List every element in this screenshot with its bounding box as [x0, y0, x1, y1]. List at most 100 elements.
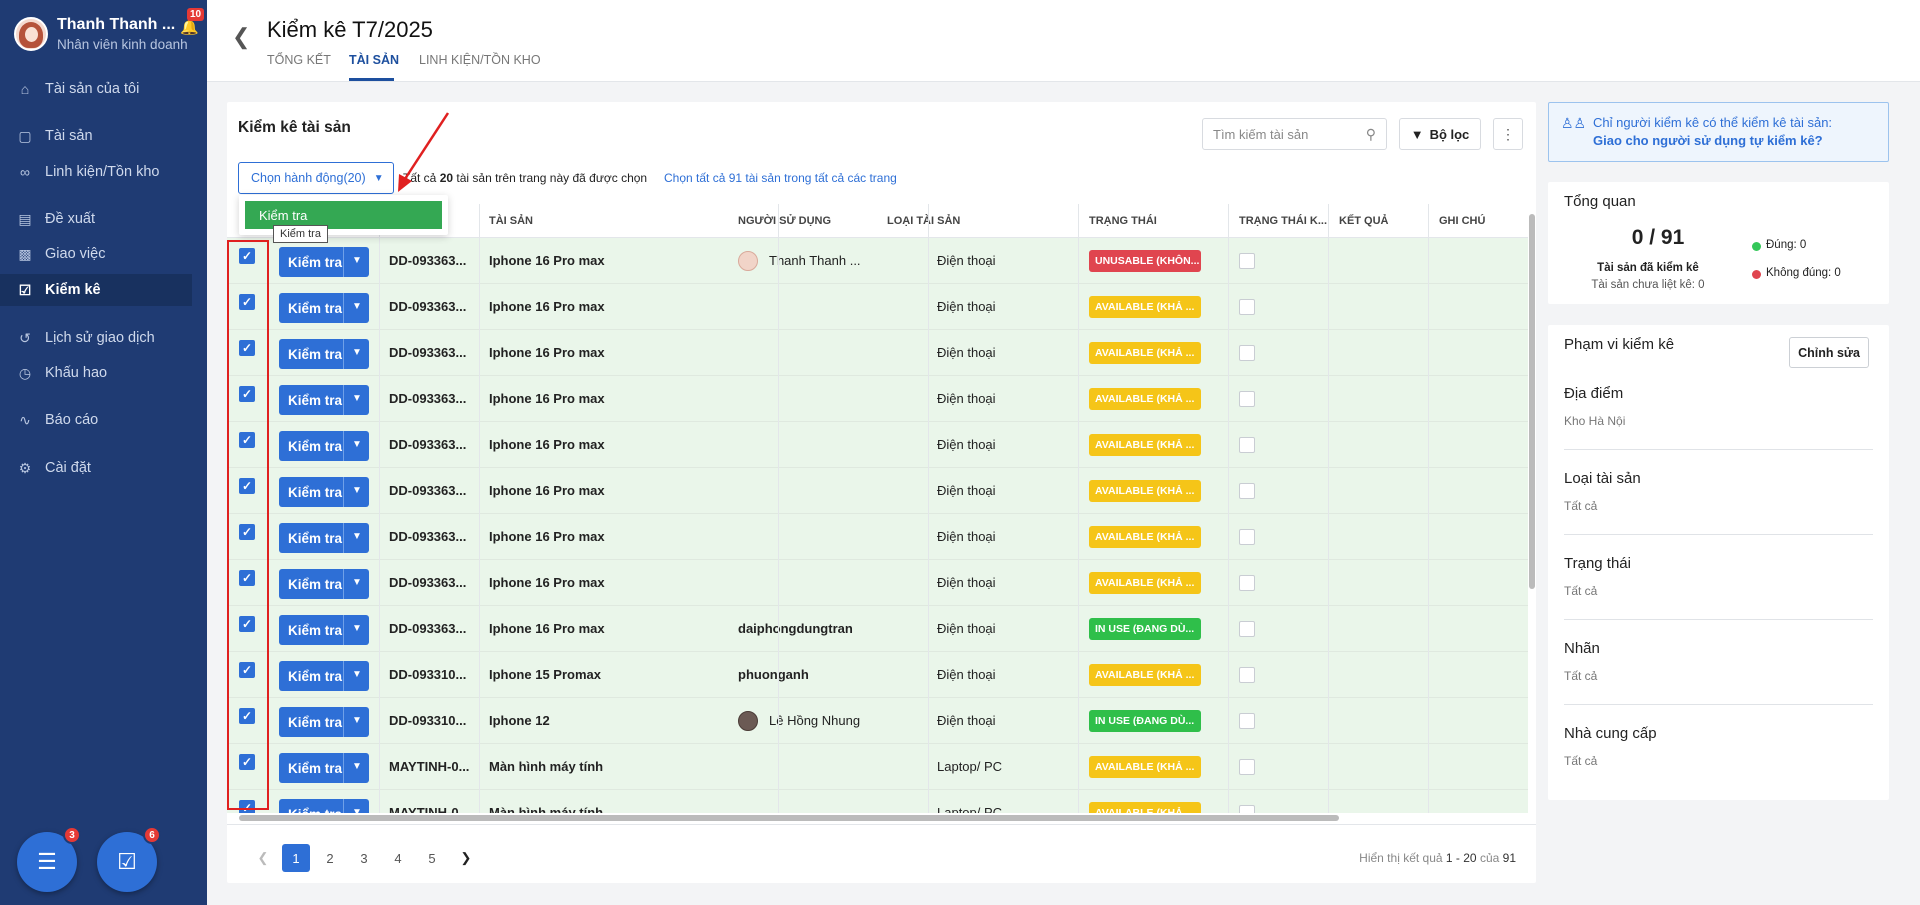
table-row[interactable]: ✓ Kiểm tra ▼ MAYTINH-0... Màn hình máy tính L… [227, 744, 1528, 790]
sidebar-item-components[interactable]: ∞ Linh kiện/Tồn kho [0, 156, 192, 188]
row-checkbox[interactable]: ✓ [239, 616, 255, 632]
tab-summary[interactable]: TỔNG KẾT [267, 53, 331, 67]
more-options-button[interactable]: ⋮ [1493, 118, 1523, 150]
col-status[interactable]: TRẠNG THÁI [1089, 215, 1157, 227]
assign-self-check-link[interactable]: Giao cho người sử dụng tự kiểm kê? [1593, 133, 1823, 148]
sidebar-item-history[interactable]: ↺ Lịch sử giao dịch [0, 322, 192, 354]
asset-name[interactable]: Iphone 16 Pro max [489, 529, 605, 544]
check-status-checkbox[interactable] [1239, 759, 1255, 775]
row-checkbox[interactable]: ✓ [239, 570, 255, 586]
check-status-checkbox[interactable] [1239, 391, 1255, 407]
caret-down-icon[interactable]: ▼ [352, 623, 362, 634]
select-all-link[interactable]: Chọn tất cả 91 tài sản trong tất cả các … [664, 171, 897, 185]
check-split-button[interactable]: Kiểm tra ▼ [279, 293, 369, 323]
sidebar-item-assets[interactable]: ▢ Tài sản [0, 120, 192, 152]
check-status-checkbox[interactable] [1239, 345, 1255, 361]
table-row[interactable]: ✓ Kiểm tra ▼ DD-093363... Iphone 16 Pro max Đ… [227, 514, 1528, 560]
row-checkbox[interactable]: ✓ [239, 524, 255, 540]
check-status-checkbox[interactable] [1239, 713, 1255, 729]
tab-components[interactable]: LINH KIỆN/TỒN KHO [419, 53, 541, 67]
table-row[interactable]: ✓ Kiểm tra ▼ DD-093363... Iphone 16 Pro max Đ… [227, 560, 1528, 606]
check-split-button[interactable]: Kiểm tra ▼ [279, 799, 369, 813]
row-checkbox[interactable]: ✓ [239, 294, 255, 310]
col-note[interactable]: GHI CHÚ [1439, 215, 1486, 227]
asset-name[interactable]: Iphone 16 Pro max [489, 253, 605, 268]
next-page-icon[interactable]: ❯ [460, 850, 472, 865]
row-checkbox[interactable]: ✓ [239, 386, 255, 402]
sidebar-item-settings[interactable]: ⚙ Cài đặt [0, 452, 192, 484]
asset-name[interactable]: Iphone 16 Pro max [489, 483, 605, 498]
asset-name[interactable]: Iphone 16 Pro max [489, 391, 605, 406]
check-status-checkbox[interactable] [1239, 621, 1255, 637]
caret-down-icon[interactable]: ▼ [352, 807, 362, 813]
horizontal-scrollbar[interactable] [239, 813, 1518, 821]
row-checkbox[interactable]: ✓ [239, 754, 255, 770]
caret-down-icon[interactable]: ▼ [352, 439, 362, 450]
table-row[interactable]: ✓ Kiểm tra ▼ DD-093363... Iphone 16 Pro max Đ… [227, 422, 1528, 468]
search-input[interactable]: Tìm kiếm tài sản ⚲ [1202, 118, 1387, 150]
caret-down-icon[interactable]: ▼ [352, 393, 362, 404]
col-type[interactable]: LOẠI TÀI SẢN [887, 215, 961, 227]
vertical-scrollbar[interactable] [1528, 204, 1536, 813]
check-split-button[interactable]: Kiểm tra ▼ [279, 569, 369, 599]
asset-name[interactable]: Iphone 15 Promax [489, 667, 601, 682]
table-row[interactable]: ✓ Kiểm tra ▼ DD-093310... Iphone 15 Promax ph… [227, 652, 1528, 698]
bell-icon[interactable]: 🔔 [180, 19, 199, 36]
row-checkbox[interactable]: ✓ [239, 248, 255, 264]
row-checkbox[interactable]: ✓ [239, 432, 255, 448]
page-3[interactable]: 3 [360, 850, 368, 866]
caret-down-icon[interactable]: ▼ [352, 485, 362, 496]
col-check-status[interactable]: TRẠNG THÁI K... [1239, 215, 1327, 227]
col-asset[interactable]: TÀI SẢN [489, 215, 533, 227]
action-dropdown[interactable]: Chọn hành động(20) ▼ [238, 162, 394, 194]
menu-item-check[interactable]: Kiểm tra [245, 201, 442, 229]
table-row[interactable]: ✓ Kiểm tra ▼ DD-093363... Iphone 16 Pro max T… [227, 238, 1528, 284]
back-arrow-icon[interactable]: ❮ [232, 24, 251, 49]
check-split-button[interactable]: Kiểm tra ▼ [279, 431, 369, 461]
check-status-checkbox[interactable] [1239, 437, 1255, 453]
page-1[interactable]: 1 [282, 844, 310, 872]
check-split-button[interactable]: Kiểm tra ▼ [279, 615, 369, 645]
asset-name[interactable]: Màn hình máy tính [489, 805, 604, 813]
check-split-button[interactable]: Kiểm tra ▼ [279, 661, 369, 691]
tab-assets[interactable]: TÀI SẢN [349, 53, 399, 67]
table-row[interactable]: ✓ Kiểm tra ▼ DD-093363... Iphone 16 Pro max d… [227, 606, 1528, 652]
check-split-button[interactable]: Kiểm tra ▼ [279, 707, 369, 737]
check-status-checkbox[interactable] [1239, 575, 1255, 591]
row-checkbox[interactable]: ✓ [239, 708, 255, 724]
check-status-checkbox[interactable] [1239, 805, 1255, 813]
caret-down-icon[interactable]: ▼ [352, 255, 362, 266]
check-status-checkbox[interactable] [1239, 667, 1255, 683]
page-4[interactable]: 4 [394, 850, 402, 866]
check-split-button[interactable]: Kiểm tra ▼ [279, 385, 369, 415]
asset-name[interactable]: Iphone 16 Pro max [489, 621, 605, 636]
caret-down-icon[interactable]: ▼ [352, 715, 362, 726]
caret-down-icon[interactable]: ▼ [352, 347, 362, 358]
prev-page-icon[interactable]: ❮ [257, 850, 269, 865]
table-row[interactable]: ✓ Kiểm tra ▼ DD-093310... Iphone 12 Lê Hồng N… [227, 698, 1528, 744]
sidebar-item-depreciation[interactable]: ◷ Khấu hao [0, 357, 192, 389]
sidebar-item-my-assets[interactable]: ⌂ Tài sản của tôi [0, 73, 192, 105]
asset-name[interactable]: Iphone 16 Pro max [489, 345, 605, 360]
table-row[interactable]: ✓ Kiểm tra ▼ DD-093363... Iphone 16 Pro max Đ… [227, 468, 1528, 514]
table-row[interactable]: ✓ Kiểm tra ▼ DD-093363... Iphone 16 Pro max Đ… [227, 284, 1528, 330]
row-checkbox[interactable]: ✓ [239, 340, 255, 356]
check-split-button[interactable]: Kiểm tra ▼ [279, 753, 369, 783]
edit-scope-button[interactable]: Chỉnh sửa [1789, 337, 1869, 368]
asset-name[interactable]: Màn hình máy tính [489, 759, 604, 774]
check-split-button[interactable]: Kiểm tra ▼ [279, 523, 369, 553]
sidebar-item-tasks[interactable]: ▩ Giao việc [0, 238, 192, 270]
row-checkbox[interactable]: ✓ [239, 662, 255, 678]
check-split-button[interactable]: Kiểm tra ▼ [279, 247, 369, 277]
sidebar-item-proposals[interactable]: ▤ Đề xuất [0, 203, 192, 235]
asset-name[interactable]: Iphone 16 Pro max [489, 299, 605, 314]
check-split-button[interactable]: Kiểm tra ▼ [279, 339, 369, 369]
caret-down-icon[interactable]: ▼ [352, 669, 362, 680]
table-row[interactable]: ✓ Kiểm tra ▼ DD-093363... Iphone 16 Pro max Đ… [227, 330, 1528, 376]
row-checkbox[interactable]: ✓ [239, 478, 255, 494]
scroll-thumb[interactable] [1529, 214, 1535, 589]
asset-name[interactable]: Iphone 16 Pro max [489, 575, 605, 590]
caret-down-icon[interactable]: ▼ [352, 761, 362, 772]
task-button[interactable]: ☑ 6 [97, 826, 161, 892]
page-5[interactable]: 5 [428, 850, 436, 866]
